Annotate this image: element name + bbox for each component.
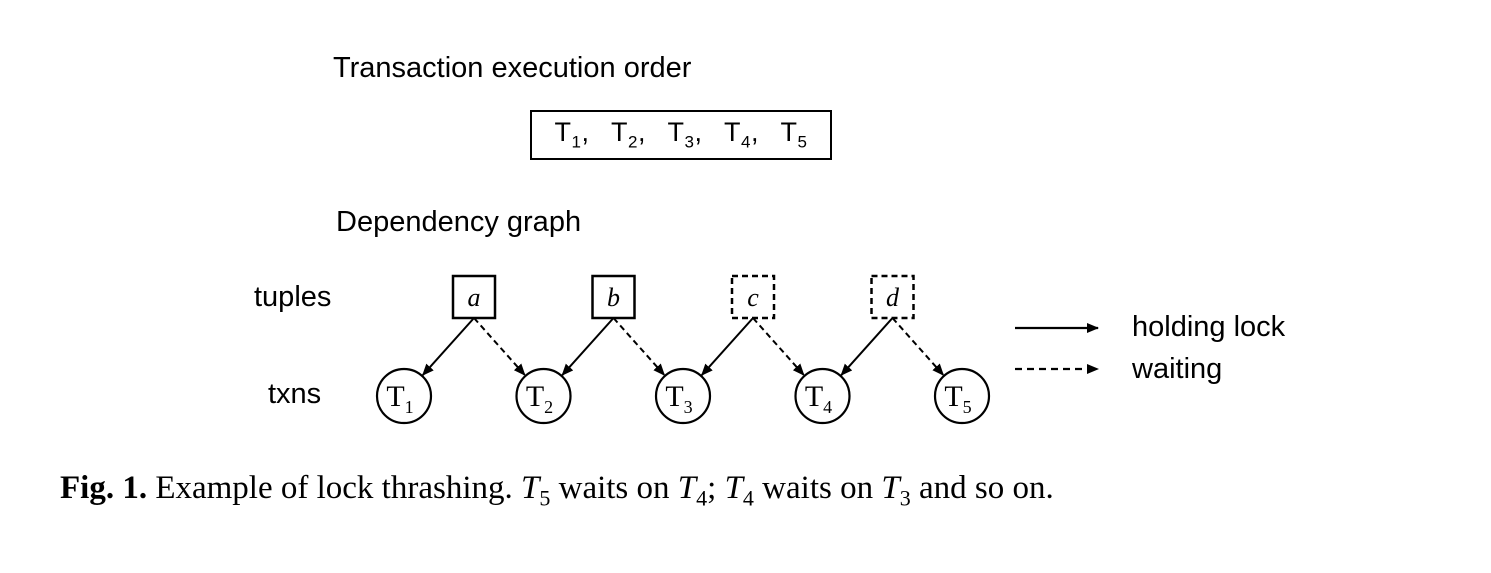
- order-item: T1,: [554, 117, 590, 152]
- tuple-label: d: [886, 283, 900, 312]
- edge-waiting: [612, 317, 666, 376]
- legend-waiting-label: waiting: [1132, 353, 1223, 385]
- edge-holding: [561, 317, 615, 376]
- tuple-node-d: d: [870, 274, 915, 320]
- tuple-label: c: [747, 283, 759, 312]
- edge-holding: [421, 317, 475, 376]
- edge-waiting: [752, 317, 805, 376]
- txn-node-T1: T1: [375, 367, 433, 425]
- execution-order-sequence: T1, T2, T3, T4, T5: [555, 117, 808, 152]
- tuple-node-a: a: [451, 274, 497, 320]
- execution-order-title: Transaction execution order: [333, 52, 692, 84]
- row-label-txns: txns: [268, 378, 322, 410]
- txn-node-T2: T2: [515, 367, 572, 425]
- txn-nodes: T1 T2 T3 T4 T5: [375, 367, 991, 425]
- txn-node-T3: T3: [654, 367, 712, 425]
- dependency-graph-title: Dependency graph: [336, 206, 582, 238]
- execution-order-box: T1, T2, T3, T4, T5: [530, 110, 832, 160]
- order-item: T4,: [724, 117, 759, 152]
- txn-node-T5: T5: [933, 367, 991, 425]
- order-item: T3,: [667, 117, 703, 152]
- edge-waiting: [473, 317, 526, 376]
- edge-waiting: [891, 317, 945, 376]
- tuple-label: a: [468, 283, 481, 312]
- row-label-tuples: tuples: [254, 281, 332, 313]
- edge-holding: [840, 317, 894, 376]
- edge-holding: [700, 317, 754, 376]
- caption-label: Fig. 1.: [60, 470, 148, 506]
- legend-holding-label: holding lock: [1132, 311, 1286, 343]
- edges: [421, 317, 945, 376]
- tuple-nodes: a b c d: [451, 274, 915, 320]
- tuple-node-c: c: [730, 274, 776, 320]
- order-item: T2,: [611, 117, 646, 152]
- figure-caption: Fig. 1. Example of lock thrashing. T5 wa…: [60, 470, 1054, 511]
- tuple-label: b: [607, 283, 620, 312]
- order-item: T5: [780, 117, 808, 152]
- txn-node-T4: T4: [794, 367, 851, 425]
- tuple-node-b: b: [591, 274, 636, 320]
